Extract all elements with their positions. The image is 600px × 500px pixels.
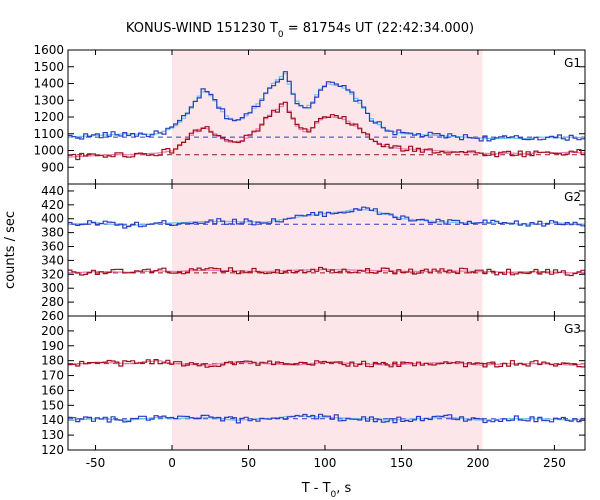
y-tick-label: 1100 bbox=[33, 127, 64, 141]
y-tick-label: 150 bbox=[41, 398, 64, 412]
y-tick-label: 1300 bbox=[33, 93, 64, 107]
y-tick-label: 320 bbox=[41, 267, 64, 281]
y-tick-label: 140 bbox=[41, 413, 64, 427]
panels: 9001000110012001300140015001600G12602803… bbox=[33, 43, 586, 470]
lightcurve-low-band bbox=[68, 266, 586, 277]
model-curve bbox=[68, 360, 586, 366]
y-tick-label: 260 bbox=[41, 309, 64, 323]
y-tick-label: 190 bbox=[41, 339, 64, 353]
x-tick-label: 50 bbox=[241, 456, 256, 470]
x-tick-label: -50 bbox=[86, 456, 106, 470]
y-tick-label: 900 bbox=[41, 160, 64, 174]
y-tick-label: 200 bbox=[41, 324, 64, 338]
x-tick-label: 200 bbox=[466, 456, 489, 470]
y-tick-label: 180 bbox=[41, 354, 64, 368]
panel-g1: 900 1000 1100 1200 1300 1400 1500 1600 G1 bbox=[33, 43, 586, 185]
y-tick-label: 380 bbox=[41, 226, 64, 240]
lightcurve-low-band bbox=[68, 359, 586, 368]
y-axis-label: counts / sec bbox=[3, 211, 18, 289]
panel-label: G2 bbox=[564, 190, 581, 204]
panel-label: G3 bbox=[564, 322, 581, 336]
lightcurve-high-band bbox=[68, 71, 586, 142]
panel-label: G1 bbox=[564, 56, 581, 70]
y-tick-label: 440 bbox=[41, 184, 64, 198]
lightcurve-low-band bbox=[68, 101, 586, 161]
y-tick-label: 120 bbox=[41, 443, 64, 457]
y-tick-label: 1500 bbox=[33, 60, 64, 74]
panel-border bbox=[67, 315, 586, 451]
y-tick-label: 420 bbox=[41, 198, 64, 212]
y-tick-label: 1000 bbox=[33, 144, 64, 158]
y-tick-label: 340 bbox=[41, 253, 64, 267]
chart-title: KONUS-WIND 151230 T0 = 81754s UT (22:42:… bbox=[126, 21, 474, 40]
model-curve bbox=[68, 415, 586, 421]
x-tick-label: 150 bbox=[390, 456, 413, 470]
x-axis-label: T - T0, s bbox=[301, 481, 352, 500]
shaded-interval bbox=[172, 184, 483, 316]
lightcurve-high-band bbox=[68, 413, 586, 424]
y-tick-label: 1200 bbox=[33, 110, 64, 124]
y-tick-label: 160 bbox=[41, 383, 64, 397]
y-tick-label: 280 bbox=[41, 295, 64, 309]
y-tick-label: 1600 bbox=[33, 43, 64, 57]
lightcurve-high-band bbox=[68, 206, 586, 229]
y-tick-label: 300 bbox=[41, 281, 64, 295]
y-tick-label: 170 bbox=[41, 369, 64, 383]
x-tick-label: 0 bbox=[168, 456, 176, 470]
x-tick-label: 100 bbox=[314, 456, 337, 470]
x-tick-label: 250 bbox=[543, 456, 566, 470]
y-tick-label: 360 bbox=[41, 240, 64, 254]
y-tick-label: 1400 bbox=[33, 77, 64, 91]
y-tick-label: 130 bbox=[41, 428, 64, 442]
shaded-interval bbox=[172, 316, 483, 450]
y-tick-label: 400 bbox=[41, 212, 64, 226]
